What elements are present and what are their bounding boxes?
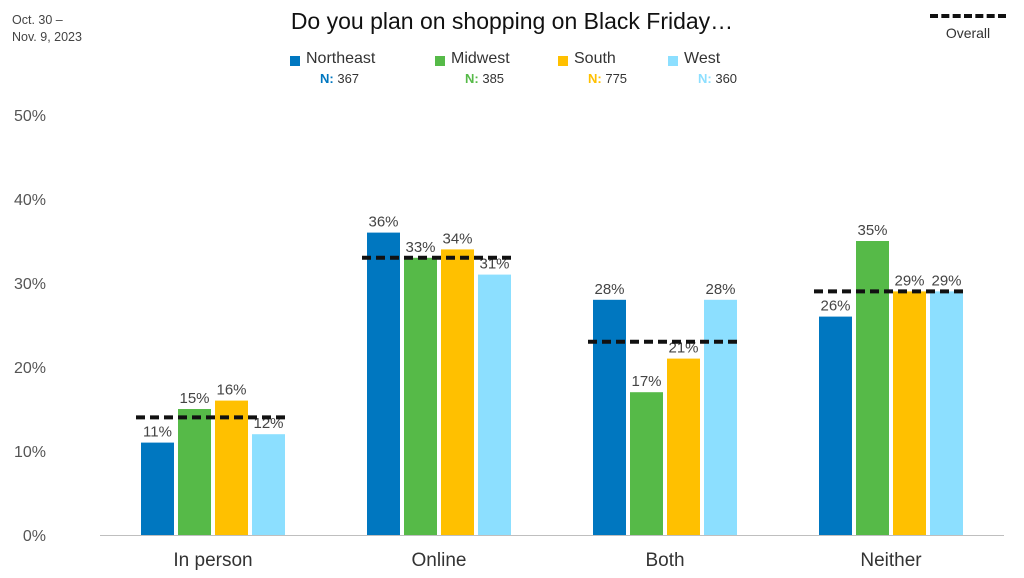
y-tick-label: 10% [14,444,46,461]
data-label-south-online: 34% [442,230,472,247]
date-line-2: Nov. 9, 2023 [12,30,82,44]
bar-northeast-in-person [141,442,174,535]
legend-n-northeast: N: 367 [320,71,359,86]
x-tick-label-both: Both [645,550,684,571]
data-label-northeast-both: 28% [594,281,624,298]
legend-n-label-south: N: [588,71,602,86]
data-label-midwest-online: 33% [405,239,435,256]
legend-swatch-south [558,56,568,66]
legend-n-value-west: 360 [715,71,738,86]
y-tick-label: 40% [14,192,46,209]
overall-legend-label: Overall [945,25,991,41]
y-tick-label: 50% [14,108,46,125]
legend-name-south: South [574,50,616,67]
x-tick-label-in-person: In person [173,550,252,571]
bar-west-both [704,299,737,535]
data-label-midwest-both: 17% [631,373,661,390]
legend-n-west: N: 360 [698,71,737,86]
data-label-northeast-in-person: 11% [143,424,172,441]
legend-name-midwest: Midwest [451,50,510,67]
x-tick-label-neither: Neither [860,550,922,571]
bar-south-both [667,358,700,535]
legend-n-south: N: 775 [588,71,627,86]
data-label-west-both: 28% [705,281,735,298]
bar-south-in-person [215,400,248,535]
data-label-midwest-neither: 35% [857,222,887,239]
data-label-west-in-person: 12% [253,415,283,432]
legend-n-label-midwest: N: [465,71,479,86]
legend-swatch-northeast [290,56,300,66]
bar-northeast-both [593,299,626,535]
legend-n-midwest: N: 385 [465,71,504,86]
bar-south-online [441,249,474,535]
y-tick-label: 30% [14,276,46,293]
legend-n-label-northeast: N: [320,71,334,86]
legend-swatch-midwest [435,56,445,66]
bar-midwest-neither [856,241,889,535]
legend-n-value-south: 775 [605,71,628,86]
bar-northeast-neither [819,316,852,535]
legend-n-value-northeast: 367 [337,71,360,86]
data-label-northeast-neither: 26% [820,298,850,315]
bar-west-in-person [252,434,285,535]
bar-northeast-online [367,232,400,535]
legend-name-west: West [684,50,721,67]
legend-name-northeast: Northeast [306,50,376,67]
chart-title: Do you plan on shopping on Black Friday… [290,8,734,34]
data-label-west-online: 31% [479,256,509,273]
legend: Northeast N: 367 Midwest N: 385 South N:… [270,50,770,90]
date-range: Oct. 30 – Nov. 9, 2023 [12,12,102,46]
legend-n-value-midwest: 385 [482,71,505,86]
bar-west-neither [930,291,963,535]
legend-n-label-west: N: [698,71,712,86]
bar-midwest-in-person [178,409,211,535]
y-tick-label: 20% [14,360,46,377]
date-line-1: Oct. 30 – [12,13,63,27]
y-tick-label: 0% [23,528,46,545]
data-label-south-both: 21% [668,340,698,357]
bar-midwest-online [404,257,437,535]
bar-west-online [478,274,511,535]
data-label-west-neither: 29% [931,272,961,289]
data-label-northeast-online: 36% [368,214,398,231]
bar-midwest-both [630,392,663,535]
data-label-midwest-in-person: 15% [179,390,209,407]
overall-legend-dash [930,14,1006,18]
x-tick-label-online: Online [412,550,467,571]
legend-swatch-west [668,56,678,66]
data-label-south-neither: 29% [894,272,924,289]
bar-south-neither [893,291,926,535]
data-label-south-in-person: 16% [216,382,246,399]
